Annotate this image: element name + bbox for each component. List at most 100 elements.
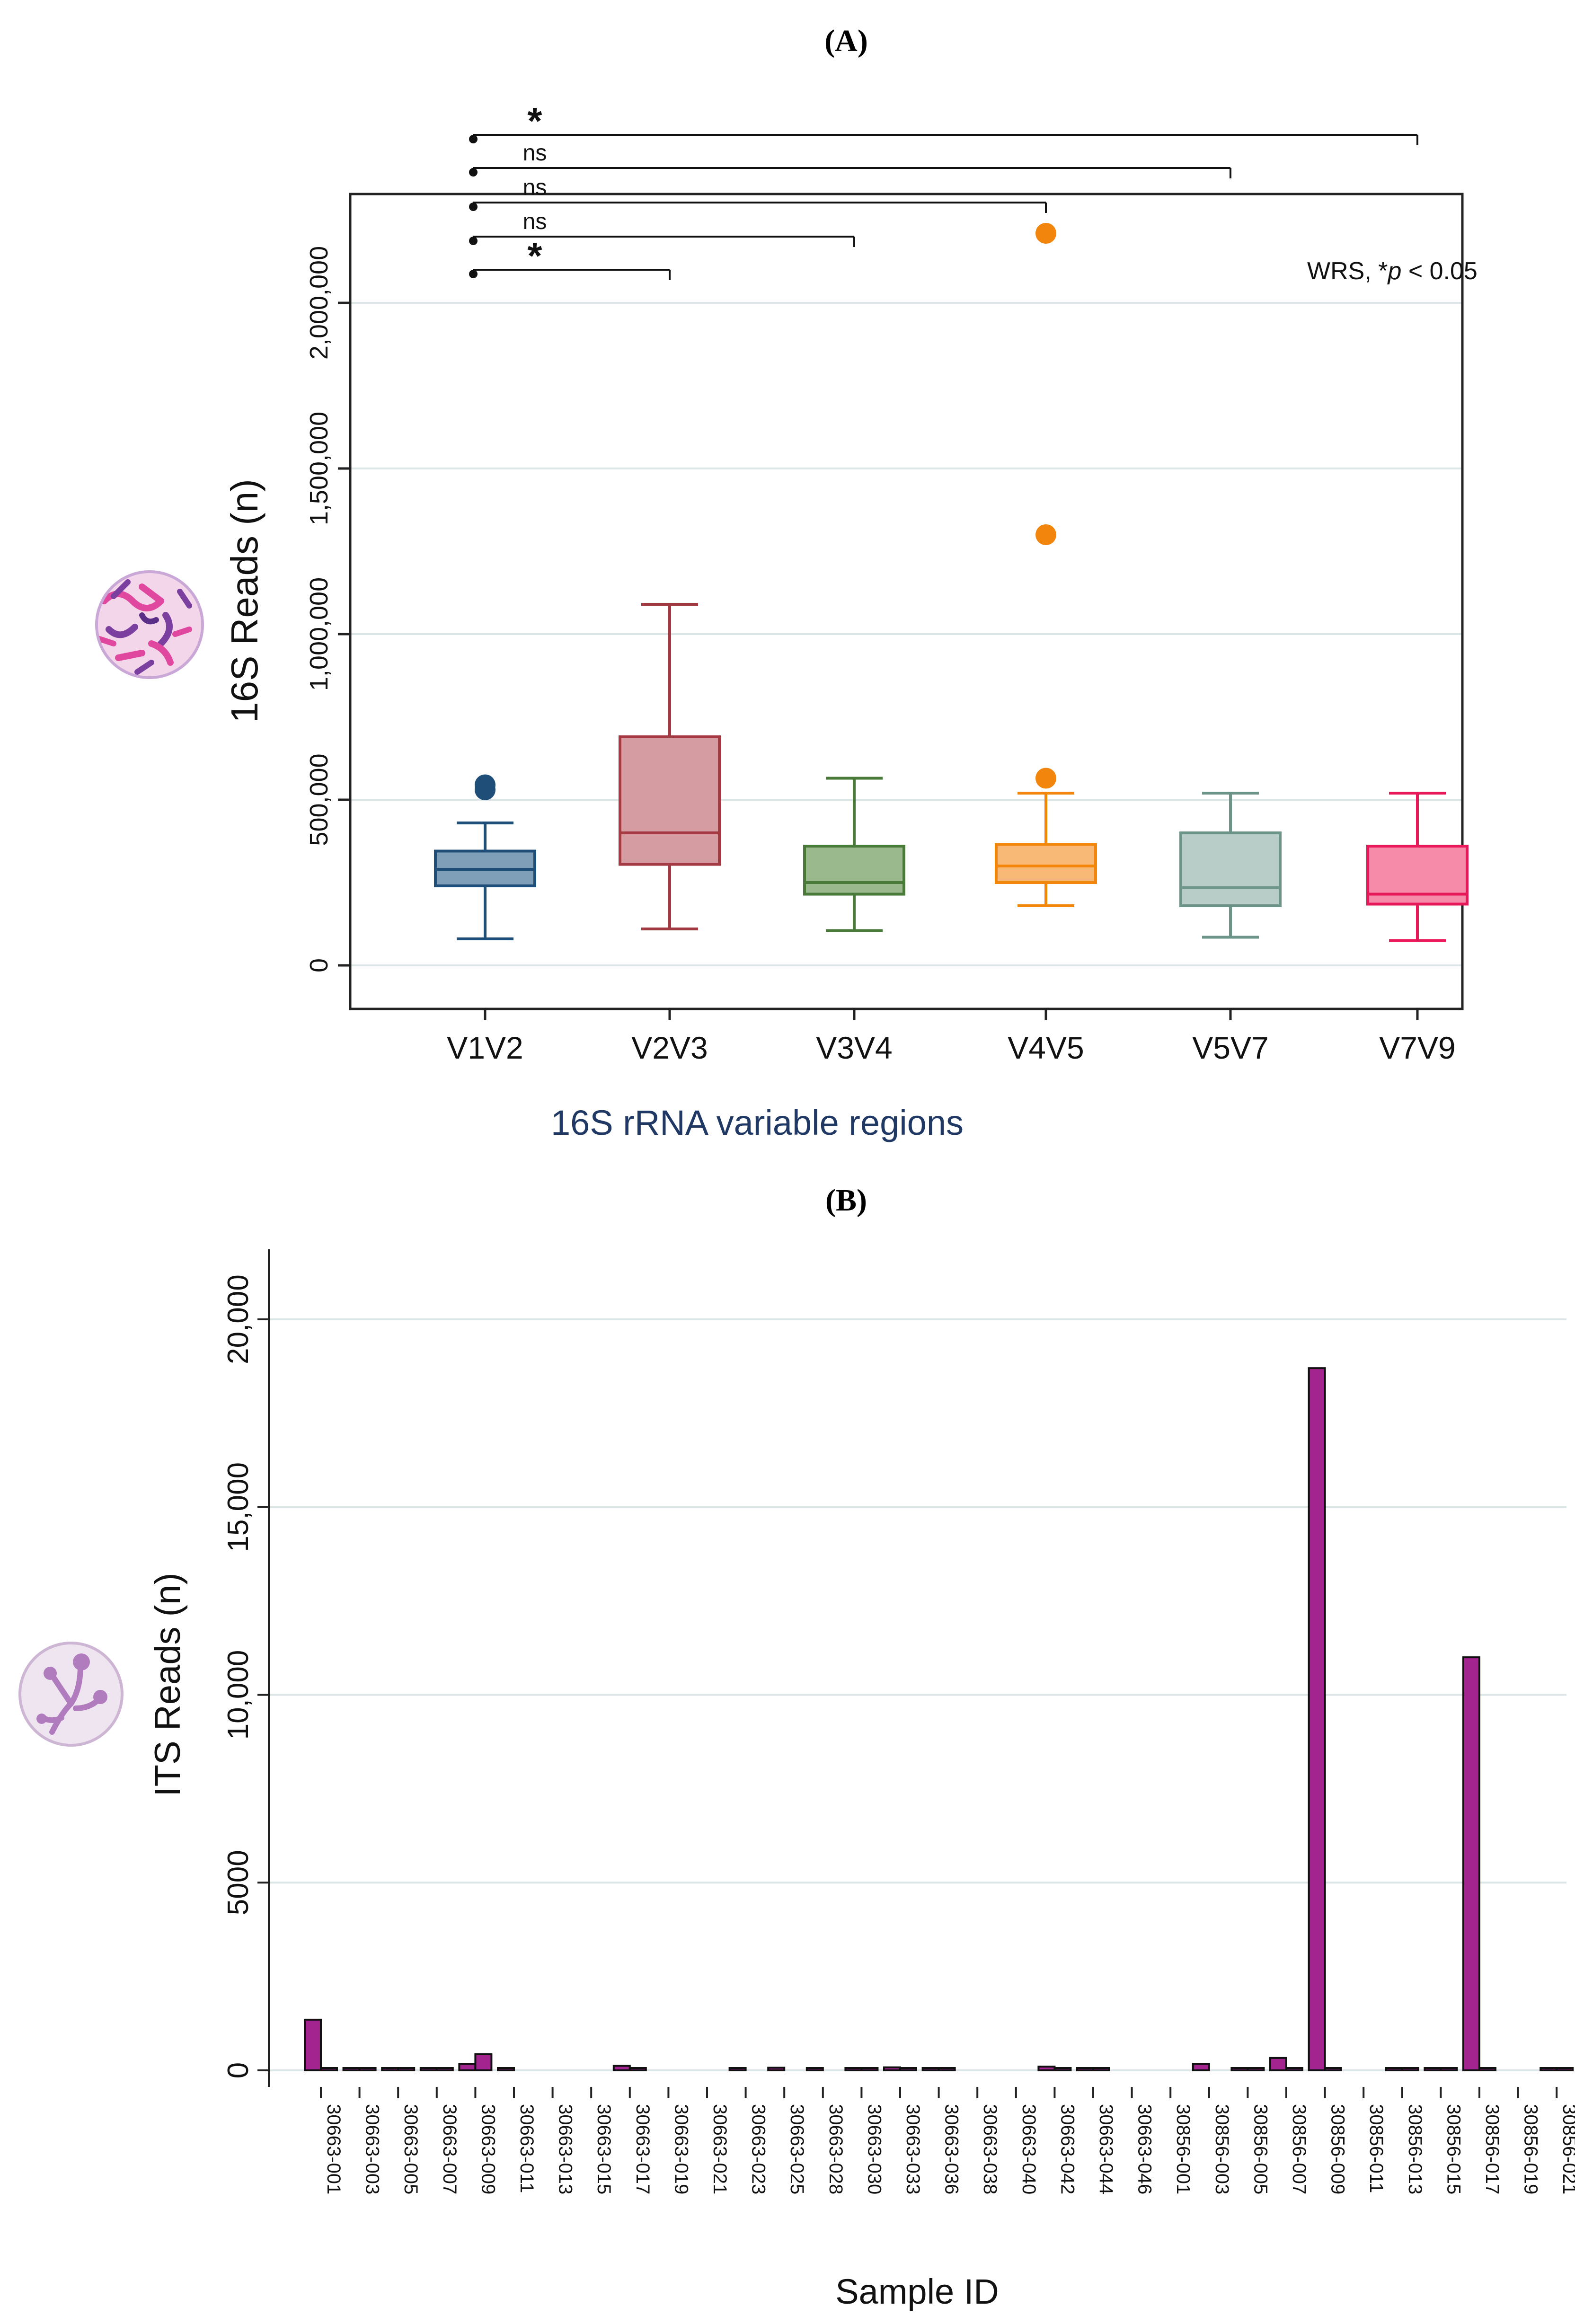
bar-sample-a — [497, 2067, 515, 2071]
panel-b-x-tick-label: 30856-017 — [1482, 2104, 1503, 2194]
panel-b-x-tick-label: 30663-046 — [1134, 2104, 1155, 2194]
bar-sample-b — [899, 2067, 917, 2071]
bar-sample-a — [767, 2067, 786, 2071]
panel-b-y-tick-label: 20,000 — [222, 1274, 255, 1364]
bar-sample-b — [1401, 2067, 1419, 2071]
panel-a-y-tick-label: 2,000,000 — [305, 246, 333, 360]
significance-label: * — [527, 100, 542, 142]
bar-sample-a — [342, 2067, 361, 2071]
bar-sample-a — [612, 2065, 631, 2072]
bar-sample-a — [1308, 1367, 1326, 2071]
panel-b-x-axis: 30663-001 30663-003 30663-005 30663-007 3066… — [320, 2087, 1575, 2194]
bar-sample-a — [1424, 2067, 1442, 2071]
iqr-box — [803, 845, 905, 896]
panel-a-y-tick-label: 1,500,000 — [305, 412, 333, 525]
panel-b-x-tick-label: 30856-001 — [1173, 2104, 1194, 2194]
bar-sample-b — [1440, 2067, 1458, 2071]
panel-b-y-tick-label: 15,000 — [222, 1462, 255, 1552]
bar-sample-b — [1053, 2067, 1072, 2071]
panel-b-y-tick-label: 0 — [222, 2062, 255, 2078]
panel-a-y-label: 16S Reads (n) — [223, 479, 265, 723]
panel-b-x-tick-label: 30663-038 — [980, 2104, 1000, 2194]
bacteria-icon — [95, 570, 204, 679]
significance-label: ns — [523, 175, 547, 200]
bar-sample-a — [1462, 1656, 1480, 2071]
bar-sample-a — [1192, 2063, 1210, 2072]
box-v5v7 — [1179, 792, 1282, 939]
box-v3v4 — [803, 777, 905, 932]
iqr-box — [1179, 831, 1282, 907]
fungus-icon — [18, 1642, 124, 1747]
panel-a-x-tick-label: V4V5 — [1008, 1030, 1084, 1065]
outlier-point — [1035, 524, 1056, 545]
panel-a-plot-frame — [349, 193, 1464, 1010]
panel-b-x-tick-label: 30663-040 — [1018, 2104, 1039, 2194]
bar-sample-a — [381, 2067, 399, 2071]
panel-b-x-tick-label: 30856-021 — [1559, 2104, 1575, 2194]
panel-a-x-tick-label: V3V4 — [816, 1030, 892, 1065]
panel-b-x-tick-label: 30663-036 — [941, 2104, 962, 2194]
bar-sample-b — [628, 2067, 647, 2071]
bar-sample-a — [805, 2067, 824, 2071]
panel-b-x-tick-label: 30663-017 — [632, 2104, 653, 2194]
box-v7v9 — [1366, 792, 1469, 942]
panel-b-x-tick-label: 30663-015 — [593, 2104, 614, 2194]
panel-b-x-tick-label: 30663-005 — [400, 2104, 421, 2194]
panel-b-x-tick-label: 30856-005 — [1250, 2104, 1271, 2194]
bar-sample-b — [1556, 2067, 1574, 2071]
panel-a-annotation: WRS, *p < 0.05 — [1307, 257, 1478, 285]
panel-b-y-tick-label: 5000 — [222, 1850, 255, 1915]
bar-sample-b — [320, 2067, 338, 2071]
bar-sample-a — [844, 2067, 863, 2071]
panel-a-y-tick-label: 500,000 — [305, 753, 333, 846]
panel-b-x-tick-label: 30856-019 — [1521, 2104, 1541, 2194]
significance-label: ns — [523, 141, 547, 166]
box-v1v2 — [434, 774, 536, 940]
panel-b-y-tick-label: 10,000 — [222, 1650, 255, 1740]
bar-sample-a — [1037, 2066, 1056, 2071]
panel-a-x-tick-label: V5V7 — [1192, 1030, 1268, 1065]
box-v4v5 — [995, 223, 1097, 907]
bar-sample-a — [419, 2067, 438, 2071]
panel-b-x-tick-label: 30856-011 — [1366, 2104, 1387, 2193]
bar-sample-b — [435, 2067, 454, 2071]
panel-a: (A) 0500,0001,000,0001,500,0002,000,000 … — [95, 24, 1478, 1142]
panel-b-x-tick-label: 30663-013 — [555, 2104, 576, 2194]
panel-a-y-tick-label: 0 — [305, 958, 333, 972]
bar-sample-a — [1540, 2067, 1558, 2071]
panel-b-x-tick-label: 30856-007 — [1289, 2104, 1310, 2194]
outlier-point — [475, 774, 496, 795]
panel-a-x-tick-label: V1V2 — [447, 1030, 523, 1065]
bar-sample-a — [883, 2066, 901, 2071]
comparison-bracket: ns — [469, 141, 1231, 178]
panel-a-x-tick-label: V7V9 — [1379, 1030, 1455, 1065]
panel-b-label: (B) — [825, 1183, 867, 1218]
panel-b-x-tick-label: 30663-023 — [748, 2104, 769, 2194]
bar-sample-b — [1092, 2067, 1110, 2071]
bar-sample-a — [728, 2067, 747, 2071]
bar-sample-b — [1247, 2067, 1265, 2071]
panel-b-x-tick-label: 30663-030 — [864, 2104, 885, 2194]
outlier-point — [1035, 223, 1056, 244]
panel-b-x-label: Sample ID — [835, 2272, 999, 2311]
panel-b-x-tick-label: 30663-009 — [478, 2104, 498, 2194]
panel-b-bars — [304, 1367, 1574, 2072]
comparison-bracket: ns — [469, 209, 855, 247]
bar-sample-a — [1385, 2067, 1403, 2071]
panel-b-y-label: ITS Reads (n) — [148, 1573, 188, 1796]
panel-b-x-tick-label: 30663-044 — [1096, 2104, 1116, 2194]
bar-sample-b — [397, 2067, 416, 2071]
bar-sample-b — [474, 2053, 493, 2071]
outlier-point — [1035, 768, 1056, 789]
comparison-bracket: * — [469, 235, 671, 280]
bar-sample-b — [1285, 2067, 1303, 2071]
comparison-bracket: ns — [469, 175, 1047, 213]
bar-sample-a — [458, 2063, 477, 2072]
panel-a-boxes — [434, 223, 1469, 942]
panel-a-x-label: 16S rRNA variable regions — [551, 1103, 964, 1142]
panel-a-y-tick-label: 1,000,000 — [305, 577, 333, 691]
panel-b-x-tick-label: 30663-001 — [323, 2104, 344, 2194]
